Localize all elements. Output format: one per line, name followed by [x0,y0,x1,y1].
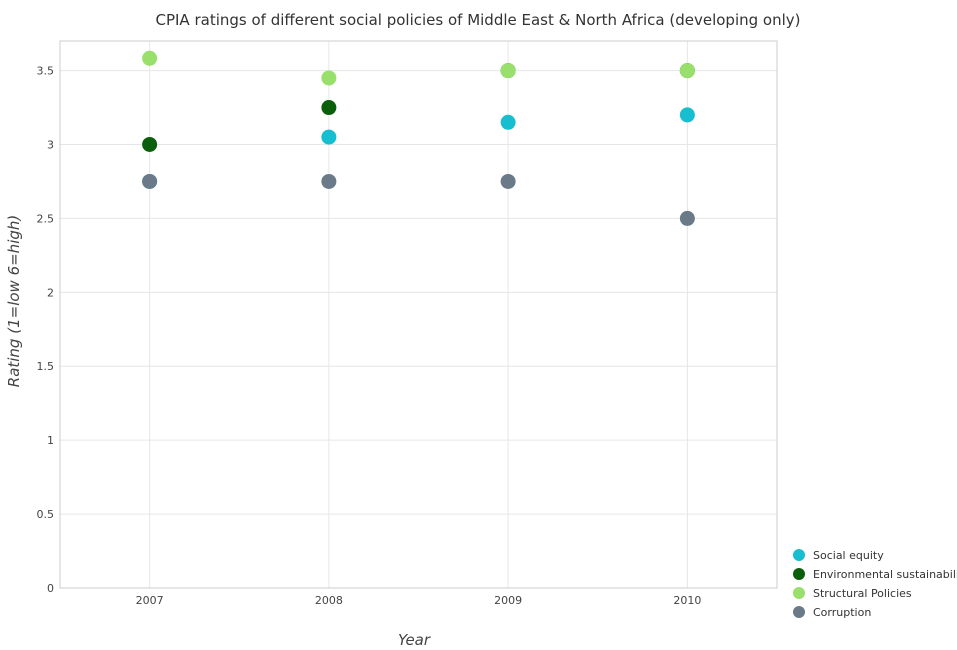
y-tick-label: 1.5 [37,360,55,373]
legend-label: Social equity [813,549,884,562]
x-tick-label: 2008 [315,594,343,607]
legend-marker [793,606,805,618]
chart-title: CPIA ratings of different social policie… [155,11,800,29]
data-point-structural-policies [680,63,695,78]
y-tick-label: 2.5 [37,212,55,225]
legend-label: Structural Policies [813,587,912,600]
data-point-structural-policies [142,51,157,66]
data-point-social-equity [321,130,336,145]
data-point-structural-policies [501,63,516,78]
legend-label: Environmental sustainability [813,568,957,581]
data-point-environmental-sustainability [142,137,157,152]
y-tick-label: 0.5 [37,508,55,521]
y-tick-label: 2 [47,286,54,299]
data-point-environmental-sustainability [321,100,336,115]
y-tick-label: 3.5 [37,65,55,78]
grid [60,41,777,588]
y-axis-label: Rating (1=low 6=high) [5,215,23,387]
x-axis-label: Year [398,631,431,649]
data-point-corruption [142,174,157,189]
data-point-social-equity [501,115,516,130]
y-tick-label: 1 [47,434,54,447]
x-tick-label: 2009 [494,594,522,607]
data-point-structural-policies [321,70,336,85]
legend-marker [793,549,805,561]
axes: 0 0.5 1 1.5 2 2.5 3 3.5 2007 2008 2009 2010 [37,41,778,607]
legend-marker [793,568,805,580]
data-point-corruption [680,211,695,226]
data-point-corruption [501,174,516,189]
legend-marker [793,587,805,599]
legend: Social equity Environmental sustainabilit… [793,549,957,619]
plot-frame [60,41,777,588]
y-tick-label: 0 [47,582,54,595]
legend-label: Corruption [813,606,871,619]
y-tick-label: 3 [47,138,54,151]
data-point-corruption [321,174,336,189]
data-point-social-equity [680,107,695,122]
x-tick-label: 2007 [136,594,164,607]
x-tick-label: 2010 [673,594,701,607]
data-points [142,51,695,226]
